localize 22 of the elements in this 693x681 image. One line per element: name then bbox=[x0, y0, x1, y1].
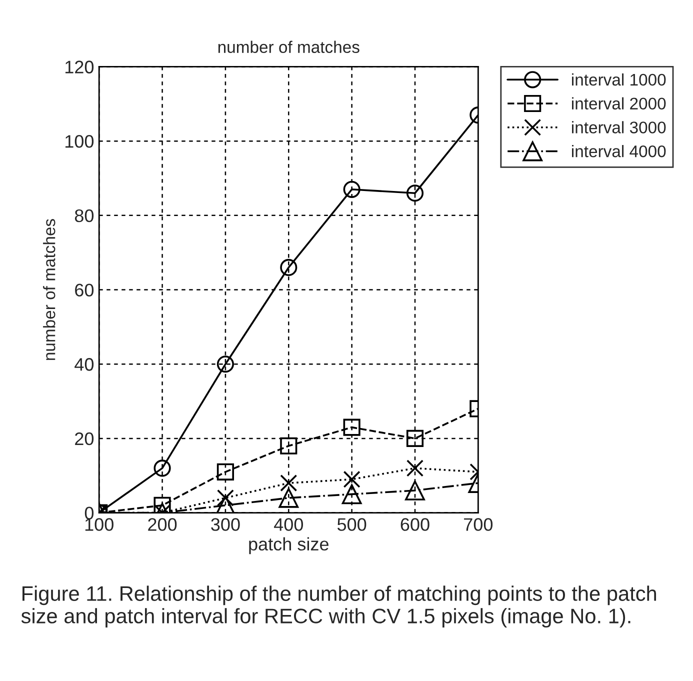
y-tick-label: 40 bbox=[74, 358, 94, 371]
legend-label: interval 2000 bbox=[572, 97, 666, 110]
y-tick-label: 60 bbox=[75, 284, 94, 296]
chart-title: number of matches bbox=[218, 40, 360, 54]
legend-label: interval 3000 bbox=[572, 121, 666, 134]
legend-label: interval 1000 bbox=[572, 73, 666, 86]
x-tick-label: 400 bbox=[274, 518, 303, 531]
y-tick-label: 120 bbox=[65, 60, 94, 74]
x-tick-label: 700 bbox=[464, 518, 493, 531]
y-tick-label: 100 bbox=[65, 135, 94, 148]
legend-label: interval 4000 bbox=[572, 145, 666, 158]
y-tick-label: 0 bbox=[84, 506, 94, 520]
caption: Figure 11. Relationship of the number of matching points to the patch size and patch interval for RECC with CV 1.5 pixels (image No. 1). bbox=[21, 586, 656, 628]
x-tick-label: 600 bbox=[400, 518, 430, 531]
x-axis-title: patch size bbox=[249, 537, 328, 554]
x-tick-label: 300 bbox=[211, 518, 240, 531]
x-tick-label: 200 bbox=[148, 518, 177, 531]
x-tick-label: 500 bbox=[337, 518, 366, 531]
y-tick-label: 20 bbox=[75, 432, 94, 446]
y-tick-label: 80 bbox=[74, 209, 94, 222]
y-axis-title: number of matches bbox=[43, 219, 56, 360]
x-tick-label: 100 bbox=[85, 518, 114, 531]
